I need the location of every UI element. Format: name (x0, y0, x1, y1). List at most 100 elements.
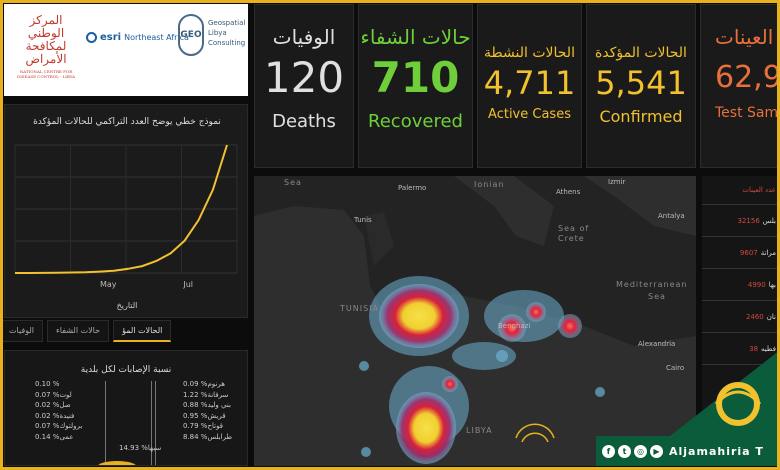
pct-mid-value: 14.93 %سبها (119, 444, 162, 452)
tests-label-ar: العينات (715, 25, 774, 49)
row-name: بلس (762, 216, 776, 225)
active-value: 4,711 (483, 64, 576, 102)
list-item: 0.02 %صل (35, 401, 71, 409)
tests-label-en: Test Sam (715, 105, 779, 121)
row-value: 4990 (747, 280, 766, 289)
table-row[interactable]: 4990 بها (702, 269, 780, 301)
pct-left-list: 0.10 % 0.07 %لوت 0.02 %صل 0.02 %فنيدة 0.… (35, 379, 82, 442)
deaths-label-en: Deaths (272, 111, 336, 132)
active-label-ar: الحالات النشطة (484, 45, 575, 61)
ncdc-logo: المركز الوطني لمكافحة الأمراض NATIONAL C… (10, 14, 82, 80)
globe-icon (86, 32, 97, 43)
chart-grid (14, 144, 238, 274)
ncdc-arabic: المركز الوطني لمكافحة الأمراض (25, 13, 67, 66)
series-line (15, 144, 228, 274)
tests-value: 62,90 (715, 60, 780, 95)
list-item: 1.22 %سرفانة (183, 390, 229, 399)
table-row[interactable]: 38 فطيه (702, 333, 780, 365)
list-item: 0.79 %قوتاح (183, 422, 224, 430)
list-item: 0.88 %بني وليد (183, 401, 231, 409)
map-label-sea-2: Sea (648, 292, 666, 301)
map-label-mediterranean: Mediterranean (616, 280, 688, 289)
pct-right-list: 0.09 %هرنوم 1.22 %سرفانة 0.88 %بني وليد … (183, 379, 232, 442)
map-label-cairo: Cairo (666, 364, 685, 372)
geo-badge: GEO (178, 14, 204, 56)
cumulative-chart: May Jul (14, 144, 238, 289)
facebook-icon: f (602, 444, 615, 458)
list-item: 0.09 %هرنوم (183, 380, 225, 388)
row-name: فطيه (761, 344, 776, 353)
map-label-tunis: Tunis (354, 216, 372, 224)
chart-tabs: الحالات المؤ حالات الشفاء الوفيات (0, 320, 248, 342)
table-row[interactable]: 2460 نان (702, 301, 780, 333)
map-label-ionian: Ionian (474, 180, 505, 189)
active-label-en: Active Cases (488, 107, 571, 122)
list-item: 0.14 %عمى (35, 432, 74, 441)
active-tile: الحالات النشطة 4,711 Active Cases (477, 4, 582, 168)
recovered-tile: حالات الشفاء 710 Recovered (358, 4, 473, 168)
x-axis-ticks: May Jul (100, 280, 193, 289)
x-tick-label: May (100, 280, 117, 289)
map-label-libya: LIBYA (466, 426, 493, 435)
row-name: مراتة (760, 248, 776, 257)
row-value: 9607 (739, 248, 758, 257)
table-header: عدد العينات (702, 176, 780, 205)
map-label-izmir: Izmir (608, 178, 626, 186)
list-item: 0.02 %فنيدة (35, 411, 75, 420)
municipality-percent-panel: نسبة الإصابات لكل بلدية 0.10 % 0.07 %لوت… (4, 350, 248, 466)
map-label-alexandria: Alexandria (638, 340, 676, 348)
x-tick-label: Jul (182, 280, 193, 289)
map-label-palermo: Palermo (398, 184, 427, 192)
ncdc-english: NATIONAL CENTRE FOR DISEASE CONTROL - LI… (17, 69, 75, 79)
map-label-tunisia: TUNISIA (340, 304, 379, 313)
twitter-icon: t (618, 444, 631, 458)
recovered-value: 710 (371, 53, 460, 102)
map-label-athens: Athens (556, 188, 581, 196)
youtube-icon: ▶ (650, 444, 663, 458)
tab-recovered[interactable]: حالات الشفاء (47, 320, 110, 342)
geo-logo-text: Geospatial Libya Consulting (208, 18, 245, 48)
row-value: 2460 (745, 312, 764, 321)
chart-xlabel: التاريخ (116, 301, 138, 310)
channel-logo (670, 350, 780, 440)
esri-logo: esri Northeast Africa (86, 32, 189, 43)
map-label-sea-of-crete: Sea of Crete (558, 224, 590, 243)
confirmed-label-en: Confirmed (599, 107, 683, 126)
tests-tile: العينات 62,90 Test Sam (700, 4, 780, 168)
confirmed-label-ar: الحالات المؤكدة (595, 45, 687, 61)
logo-banner: المركز الوطني لمكافحة الأمراض NATIONAL C… (4, 4, 248, 96)
map-base (254, 176, 696, 466)
list-item: 0.07 %برولتوك (35, 422, 83, 430)
row-name: نان (766, 312, 776, 321)
table-row[interactable]: 32156 بلس (702, 205, 780, 237)
row-value: 32156 (737, 216, 760, 225)
esri-region: Northeast Africa (124, 33, 189, 42)
deaths-tile: الوفيات 120 Deaths (254, 4, 354, 168)
list-item: 0.07 %لوت (35, 390, 72, 399)
list-item: 0.95 %قريش (183, 411, 226, 420)
confirmed-value: 5,541 (595, 64, 687, 102)
esri-brand: esri (100, 32, 122, 43)
tab-confirmed[interactable]: الحالات المؤ (113, 320, 172, 342)
channel-name: Aljamahiria T (669, 444, 764, 458)
geo-line-2: Libya (208, 29, 227, 37)
geo-line-1: Geospatial (208, 19, 246, 27)
instagram-icon: ◎ (634, 444, 647, 458)
map-label-antalya: Antalya (658, 212, 685, 220)
deaths-label-ar: الوفيات (272, 25, 336, 49)
table-row[interactable]: 9607 مراتة (702, 237, 780, 269)
cumulative-chart-panel: نموذج خطي يوضح العدد التراكمي للحالات ال… (4, 104, 248, 318)
recovered-label-ar: حالات الشفاء (360, 25, 471, 49)
list-item: 0.10 % (35, 380, 60, 388)
heat-map[interactable]: Sea Palermo Ionian Athens Izmir Antalya … (254, 176, 696, 466)
map-label-benghazi: Benghazi (498, 322, 531, 330)
deaths-value: 120 (263, 53, 345, 102)
row-value: 38 (749, 344, 759, 353)
recovered-label-en: Recovered (368, 111, 463, 132)
chart-title: نموذج خطي يوضح العدد التراكمي للحالات ال… (33, 117, 221, 127)
row-name: بها (768, 280, 776, 289)
map-label-sea: Sea (284, 178, 302, 187)
pct-title: نسبة الإصابات لكل بلدية (80, 365, 172, 375)
confirmed-tile: الحالات المؤكدة 5,541 Confirmed (586, 4, 696, 168)
tab-deaths[interactable]: الوفيات (0, 320, 43, 342)
